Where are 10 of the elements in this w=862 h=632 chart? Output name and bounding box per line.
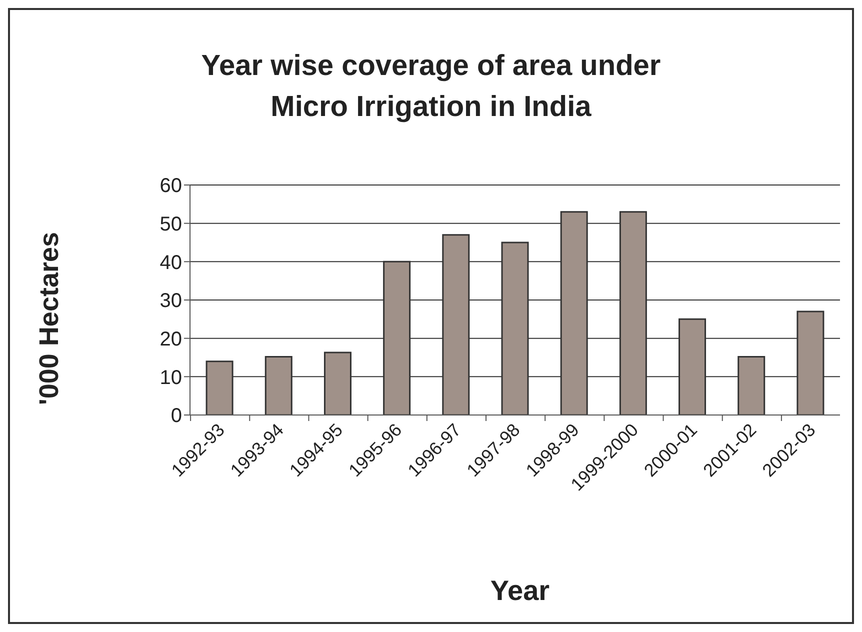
y-tick-label: 30 [160, 290, 182, 312]
y-tick-label: 10 [160, 366, 182, 389]
x-axis-title: Year [489, 575, 551, 607]
y-tick-label: 20 [160, 328, 182, 350]
y-tick-label: 50 [160, 213, 182, 236]
y-tick-label: 60 [160, 175, 182, 198]
y-tick-label: 40 [160, 252, 182, 274]
y-axis-title: '000 Hectares [34, 231, 66, 405]
chart-title: Year wise coverage of area under Micro Irrigation in India [201, 49, 661, 125]
y-tick-label: 0 [170, 405, 182, 428]
